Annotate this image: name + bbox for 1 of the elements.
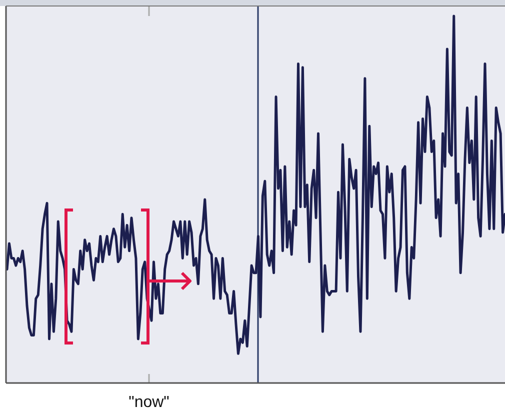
text: "now" [128,394,170,410]
